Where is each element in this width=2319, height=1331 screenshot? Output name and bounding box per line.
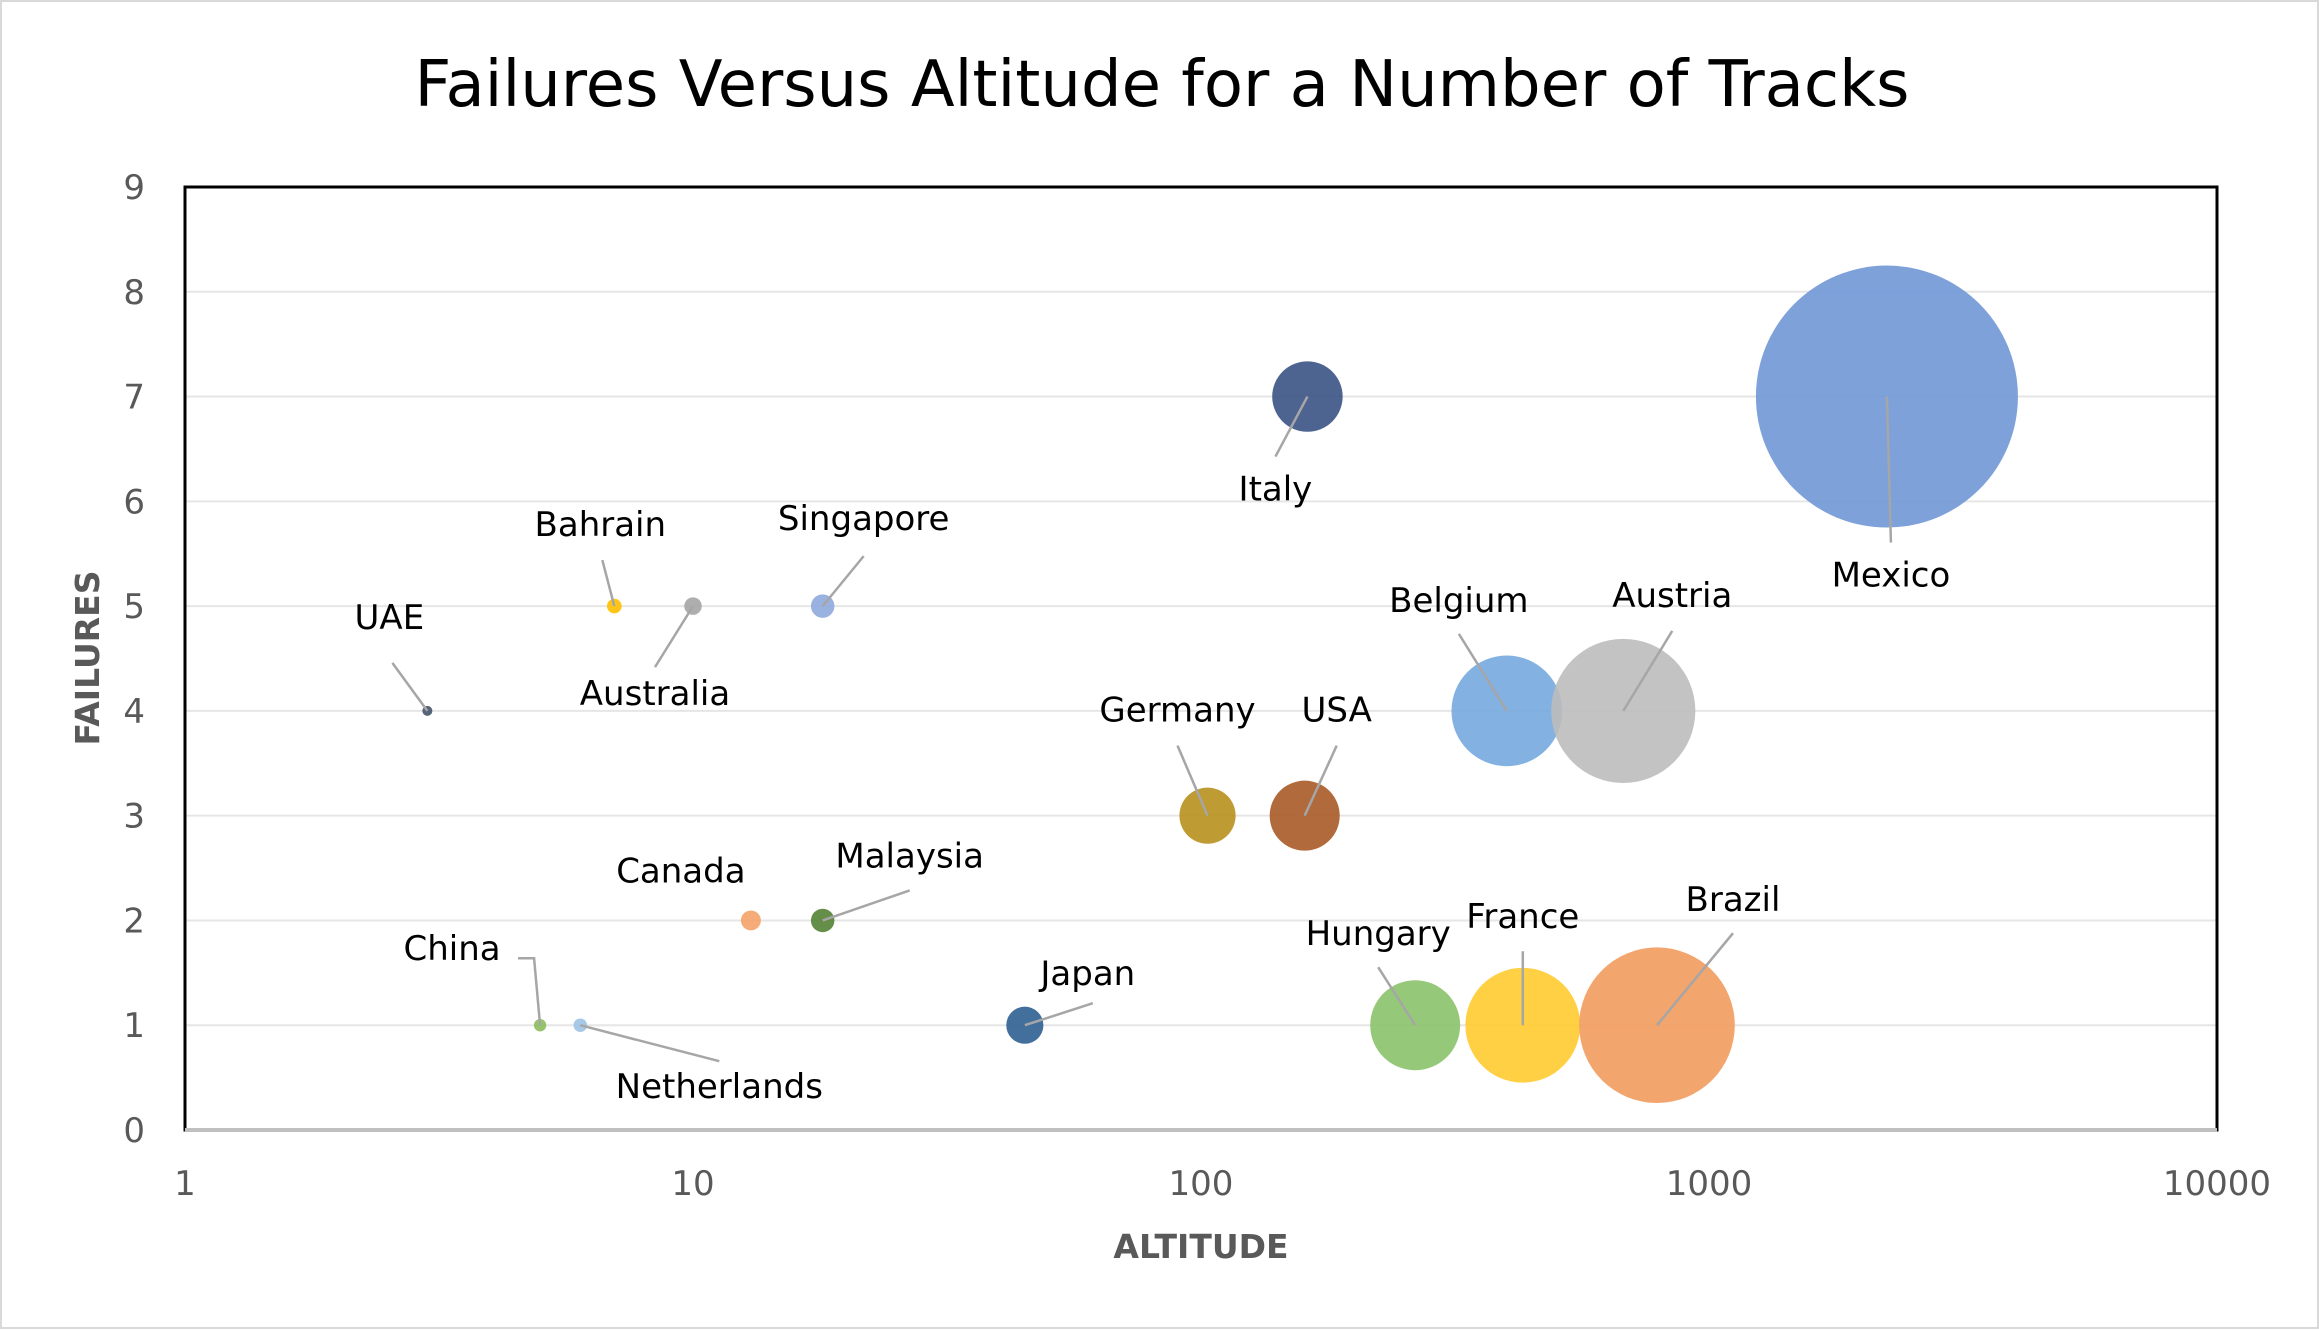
data-labels: UAE Bahrain Australia Singapore China Netherl…: [355, 470, 1951, 1108]
x-tick-label: 1: [174, 1164, 196, 1204]
y-tick-label: 7: [123, 378, 145, 418]
bubble-canada[interactable]: [740, 910, 761, 931]
data-label-usa: USA: [1302, 691, 1372, 731]
y-tick-label: 1: [123, 1006, 145, 1046]
data-label-mexico: Mexico: [1832, 556, 1951, 596]
leader-line-usa: [1303, 745, 1338, 817]
y-tick-label: 4: [123, 692, 145, 732]
y-tick-label: 6: [123, 482, 145, 522]
leader-line-malaysia: [822, 889, 911, 922]
leader-line-hungary: [1377, 966, 1417, 1026]
data-label-hungary: Hungary: [1306, 914, 1451, 954]
bubble-netherlands[interactable]: [573, 1018, 588, 1033]
leader-line-bahrain: [601, 559, 616, 607]
data-label-belgium: Belgium: [1389, 581, 1528, 621]
data-label-japan: Japan: [1038, 954, 1135, 994]
data-label-canada: Canada: [616, 851, 745, 891]
leader-lines: [391, 395, 1893, 1063]
leader-line-belgium: [1457, 633, 1508, 712]
data-label-uae: UAE: [355, 598, 425, 638]
leader-line-japan: [1024, 1002, 1094, 1027]
data-label-singapore: Singapore: [778, 499, 950, 539]
x-axis-title: ALTITUDE: [1113, 1227, 1288, 1266]
leader-line-australia: [653, 605, 695, 668]
data-label-china: China: [404, 929, 501, 969]
y-tick-label: 0: [123, 1111, 145, 1151]
y-axis-ticks: 0 1 2 3 4 5 6 7 8 9: [123, 168, 145, 1151]
data-label-france: France: [1466, 897, 1579, 937]
y-tick-label: 3: [123, 797, 145, 837]
leader-line-china: [518, 956, 542, 1026]
x-tick-label: 10: [671, 1164, 714, 1204]
y-tick-label: 5: [123, 587, 145, 627]
leader-line-netherlands: [579, 1024, 720, 1063]
data-label-germany: Germany: [1099, 691, 1255, 731]
leader-line-austria: [1622, 630, 1674, 712]
data-label-italy: Italy: [1239, 470, 1313, 510]
x-tick-label: 10000: [2163, 1164, 2271, 1204]
data-label-netherlands: Netherlands: [616, 1067, 823, 1107]
y-axis-title: FAILURES: [68, 571, 107, 746]
bubble-japan[interactable]: [1006, 1006, 1044, 1044]
x-tick-label: 1000: [1666, 1164, 1753, 1204]
bubble-brazil[interactable]: [1579, 947, 1735, 1104]
leader-line-singapore: [821, 555, 865, 607]
leader-line-mexico: [1885, 396, 1893, 543]
y-tick-label: 2: [123, 901, 145, 941]
chart-title: Failures Versus Altitude for a Number of…: [415, 48, 1910, 122]
data-label-brazil: Brazil: [1686, 880, 1781, 920]
y-tick-label: 8: [123, 273, 145, 313]
x-axis-ticks: 1 10 100 1000 10000: [174, 1164, 2271, 1204]
data-label-austria: Austria: [1612, 576, 1732, 616]
data-label-bahrain: Bahrain: [535, 505, 667, 545]
leader-line-brazil: [1656, 932, 1734, 1027]
data-label-malaysia: Malaysia: [835, 836, 984, 876]
leader-line-germany: [1176, 745, 1209, 817]
y-tick-label: 9: [123, 168, 145, 208]
leader-line-italy: [1274, 395, 1309, 458]
leader-line-uae: [391, 662, 429, 712]
data-label-australia: Australia: [580, 674, 730, 714]
x-tick-label: 100: [1169, 1164, 1234, 1204]
